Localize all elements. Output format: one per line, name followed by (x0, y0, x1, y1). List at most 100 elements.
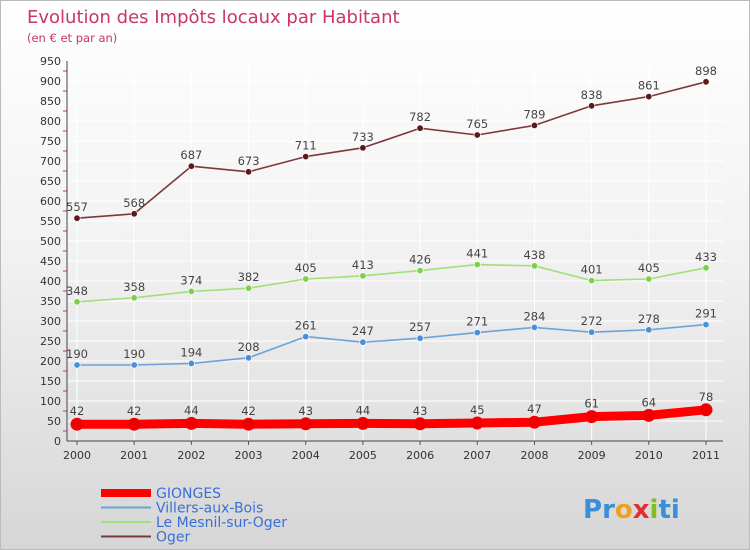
data-point (645, 326, 653, 334)
data-point (645, 275, 653, 283)
data-label: 42 (241, 404, 256, 418)
data-point (245, 284, 253, 292)
plot-area (67, 61, 723, 441)
y-tick-label: 450 (40, 255, 61, 268)
data-label: 348 (66, 284, 88, 298)
data-point (130, 361, 138, 369)
x-tick-label: 2004 (292, 449, 320, 462)
brand-letter: r (602, 495, 615, 525)
y-tick-label: 650 (40, 175, 61, 188)
data-point (530, 121, 538, 129)
x-tick-label: 2003 (235, 449, 263, 462)
data-label: 78 (699, 390, 714, 404)
data-label: 382 (238, 270, 260, 284)
data-point (530, 323, 538, 331)
data-label: 45 (470, 403, 485, 417)
data-point (416, 267, 424, 275)
data-label: 898 (695, 64, 717, 78)
brand-letter: i (650, 495, 659, 525)
brand-letter: P (583, 495, 602, 525)
data-label: 405 (638, 261, 660, 275)
data-point (130, 210, 138, 218)
data-point (702, 78, 710, 86)
data-label: 374 (180, 273, 202, 287)
x-tick-label: 2010 (635, 449, 663, 462)
data-point (302, 333, 310, 341)
data-point (359, 144, 367, 152)
data-label: 272 (581, 314, 603, 328)
data-point (473, 261, 481, 269)
data-point (245, 354, 253, 362)
data-label: 261 (295, 319, 317, 333)
series-le-mesnil-sur-oger: 348 358 374 382 405 413 426 441 438 401 405 433 (66, 247, 717, 306)
data-label: 61 (584, 397, 599, 411)
data-label: 284 (523, 309, 545, 323)
data-point (127, 417, 141, 431)
data-point (242, 417, 256, 431)
data-point (184, 416, 198, 430)
data-label: 208 (238, 340, 260, 354)
data-label: 673 (238, 154, 260, 168)
data-label: 426 (409, 253, 431, 267)
brand-letter: i (671, 495, 680, 525)
series-oger: 557 568 687 673 711 733 782 765 789 838 861 898 (66, 64, 717, 222)
data-point (130, 294, 138, 302)
data-label: 43 (413, 404, 428, 418)
data-point (413, 417, 427, 431)
data-label: 413 (352, 258, 374, 272)
y-tick-label: 850 (40, 95, 61, 108)
data-label: 257 (409, 320, 431, 334)
x-tick-label: 2011 (692, 449, 720, 462)
series-gionges: 42 42 44 42 43 44 43 45 47 61 64 78 (70, 390, 714, 431)
data-label: 789 (523, 107, 545, 121)
data-label: 358 (123, 280, 145, 294)
y-tick-label: 800 (40, 115, 61, 128)
data-point (359, 338, 367, 346)
data-point (359, 272, 367, 280)
y-tick-label: 550 (40, 215, 61, 228)
data-point (299, 417, 313, 431)
data-point (302, 275, 310, 283)
data-point (527, 415, 541, 429)
y-tick-label: 300 (40, 315, 61, 328)
y-tick-label: 750 (40, 135, 61, 148)
data-point (588, 102, 596, 110)
data-label: 278 (638, 312, 660, 326)
x-tick-label: 2000 (63, 449, 91, 462)
series-villers-aux-bois: 190 190 194 208 261 247 257 271 284 272 278 291 (66, 307, 717, 369)
data-label: 568 (123, 196, 145, 210)
data-label: 42 (127, 404, 142, 418)
data-label: 441 (466, 247, 488, 261)
data-label: 43 (298, 404, 313, 418)
data-label: 711 (295, 139, 317, 153)
data-label: 782 (409, 110, 431, 124)
data-label: 190 (123, 347, 145, 361)
data-point (73, 214, 81, 222)
data-label: 194 (180, 345, 202, 359)
data-label: 765 (466, 117, 488, 131)
data-label: 433 (695, 250, 717, 264)
brand-letter: t (658, 495, 670, 525)
data-point (416, 334, 424, 342)
legend-label-le-mesnil-sur-oger: Le Mesnil-sur-Oger (156, 515, 287, 531)
data-label: 687 (180, 148, 202, 162)
series-line-villers-aux-bois (76, 323, 707, 366)
x-tick-label: 2005 (349, 449, 377, 462)
legend-label-gionges: GIONGES (156, 486, 221, 502)
data-label: 42 (70, 404, 85, 418)
data-point (473, 131, 481, 139)
data-label: 557 (66, 200, 88, 214)
x-tick-label: 2008 (520, 449, 548, 462)
data-label: 861 (638, 79, 660, 93)
data-point (302, 153, 310, 161)
x-tick-label: 2009 (578, 449, 606, 462)
legend-label-oger: Oger (156, 530, 191, 546)
data-point (187, 162, 195, 170)
data-label: 47 (527, 402, 542, 416)
data-point (187, 287, 195, 295)
data-point (702, 264, 710, 272)
data-point (702, 321, 710, 329)
y-tick-label: 250 (40, 335, 61, 348)
